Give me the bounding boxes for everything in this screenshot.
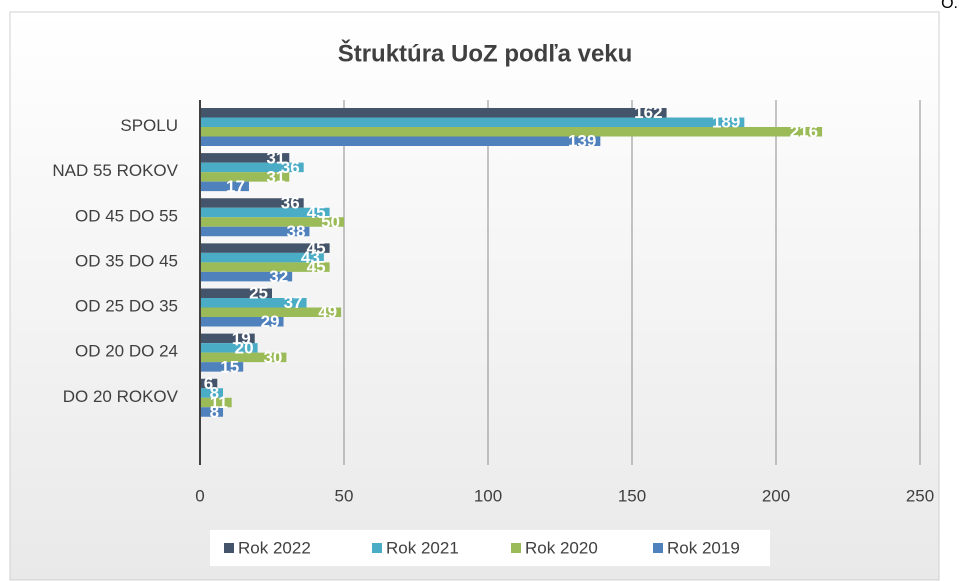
bar — [200, 317, 284, 327]
data-label: 37 — [284, 293, 303, 312]
bar — [200, 181, 249, 192]
chart-area — [9, 11, 940, 581]
bar — [200, 217, 344, 227]
bar — [200, 172, 290, 182]
data-label: 162 — [634, 103, 662, 122]
data-label: 8 — [210, 383, 219, 402]
data-label: 189 — [712, 113, 740, 132]
data-label: 38 — [287, 222, 306, 241]
bar — [200, 407, 224, 417]
bar — [200, 162, 304, 173]
data-label: 17 — [226, 177, 245, 196]
data-label: 31 — [266, 148, 285, 167]
data-label: 49 — [318, 303, 337, 322]
data-label: 11 — [210, 393, 228, 412]
bar — [200, 298, 307, 308]
legend-label: Rok 2019 — [667, 538, 740, 557]
data-label: 30 — [263, 348, 282, 367]
data-label: 36 — [281, 158, 300, 177]
bar — [200, 271, 293, 282]
bar — [200, 333, 255, 344]
y-tick-label: OD 45 DO 55 — [75, 206, 178, 225]
legend-swatch — [511, 543, 521, 553]
legend-label: Rok 2020 — [525, 538, 598, 557]
bar — [200, 127, 823, 137]
legend-label: Rok 2022 — [238, 538, 311, 557]
bar — [200, 136, 601, 146]
bar — [200, 108, 667, 118]
bar — [200, 388, 224, 398]
bar — [200, 343, 258, 353]
legend-swatch — [372, 543, 382, 553]
legend-swatch — [653, 543, 663, 553]
data-label: 216 — [790, 122, 818, 141]
x-tick-label: 100 — [474, 486, 502, 505]
bar — [200, 352, 287, 363]
bar — [200, 252, 324, 263]
y-tick-label: OD 35 DO 45 — [75, 251, 178, 270]
bar — [200, 243, 330, 253]
data-label: 20 — [235, 338, 254, 357]
data-label: 45 — [307, 203, 326, 222]
x-tick-label: 0 — [195, 486, 204, 505]
x-tick-label: 250 — [906, 486, 934, 505]
data-label: 8 — [210, 402, 219, 421]
data-label: 15 — [220, 357, 239, 376]
data-label: 25 — [249, 284, 268, 303]
data-label: 36 — [281, 193, 300, 212]
y-tick-label: SPOLU — [120, 116, 178, 135]
data-label: 45 — [307, 239, 326, 258]
y-tick-label: DO 20 ROKOV — [63, 387, 179, 406]
bar — [200, 307, 342, 317]
data-label: 139 — [568, 132, 596, 151]
y-tick-label: OD 25 DO 35 — [75, 297, 178, 316]
data-label: 43 — [301, 248, 320, 267]
data-label: 45 — [307, 258, 326, 277]
y-tick-label: OD 20 DO 24 — [75, 342, 178, 361]
bar — [200, 288, 272, 298]
data-label: 50 — [321, 212, 340, 231]
bar — [200, 362, 244, 372]
data-label: 32 — [269, 267, 288, 286]
bar — [200, 117, 745, 127]
bar — [200, 262, 330, 272]
chart-title: Štruktúra UoZ podľa veku — [338, 39, 633, 67]
data-label: 31 — [266, 167, 285, 186]
legend-label: Rok 2021 — [386, 538, 459, 557]
data-label: 19 — [232, 329, 251, 348]
y-tick-label: NAD 55 ROKOV — [52, 161, 178, 180]
x-tick-label: 200 — [762, 486, 790, 505]
legend — [210, 530, 770, 566]
bar — [200, 397, 232, 408]
bar — [200, 207, 330, 218]
bar — [200, 198, 304, 208]
legend-swatch — [224, 543, 234, 553]
bar — [200, 226, 310, 237]
corner-text: O. — [941, 0, 958, 12]
x-tick-label: 150 — [618, 486, 646, 505]
x-tick-label: 50 — [335, 486, 354, 505]
data-label: 29 — [261, 312, 280, 331]
data-label: 6 — [204, 374, 213, 393]
bar — [200, 153, 290, 163]
bar — [200, 378, 218, 389]
